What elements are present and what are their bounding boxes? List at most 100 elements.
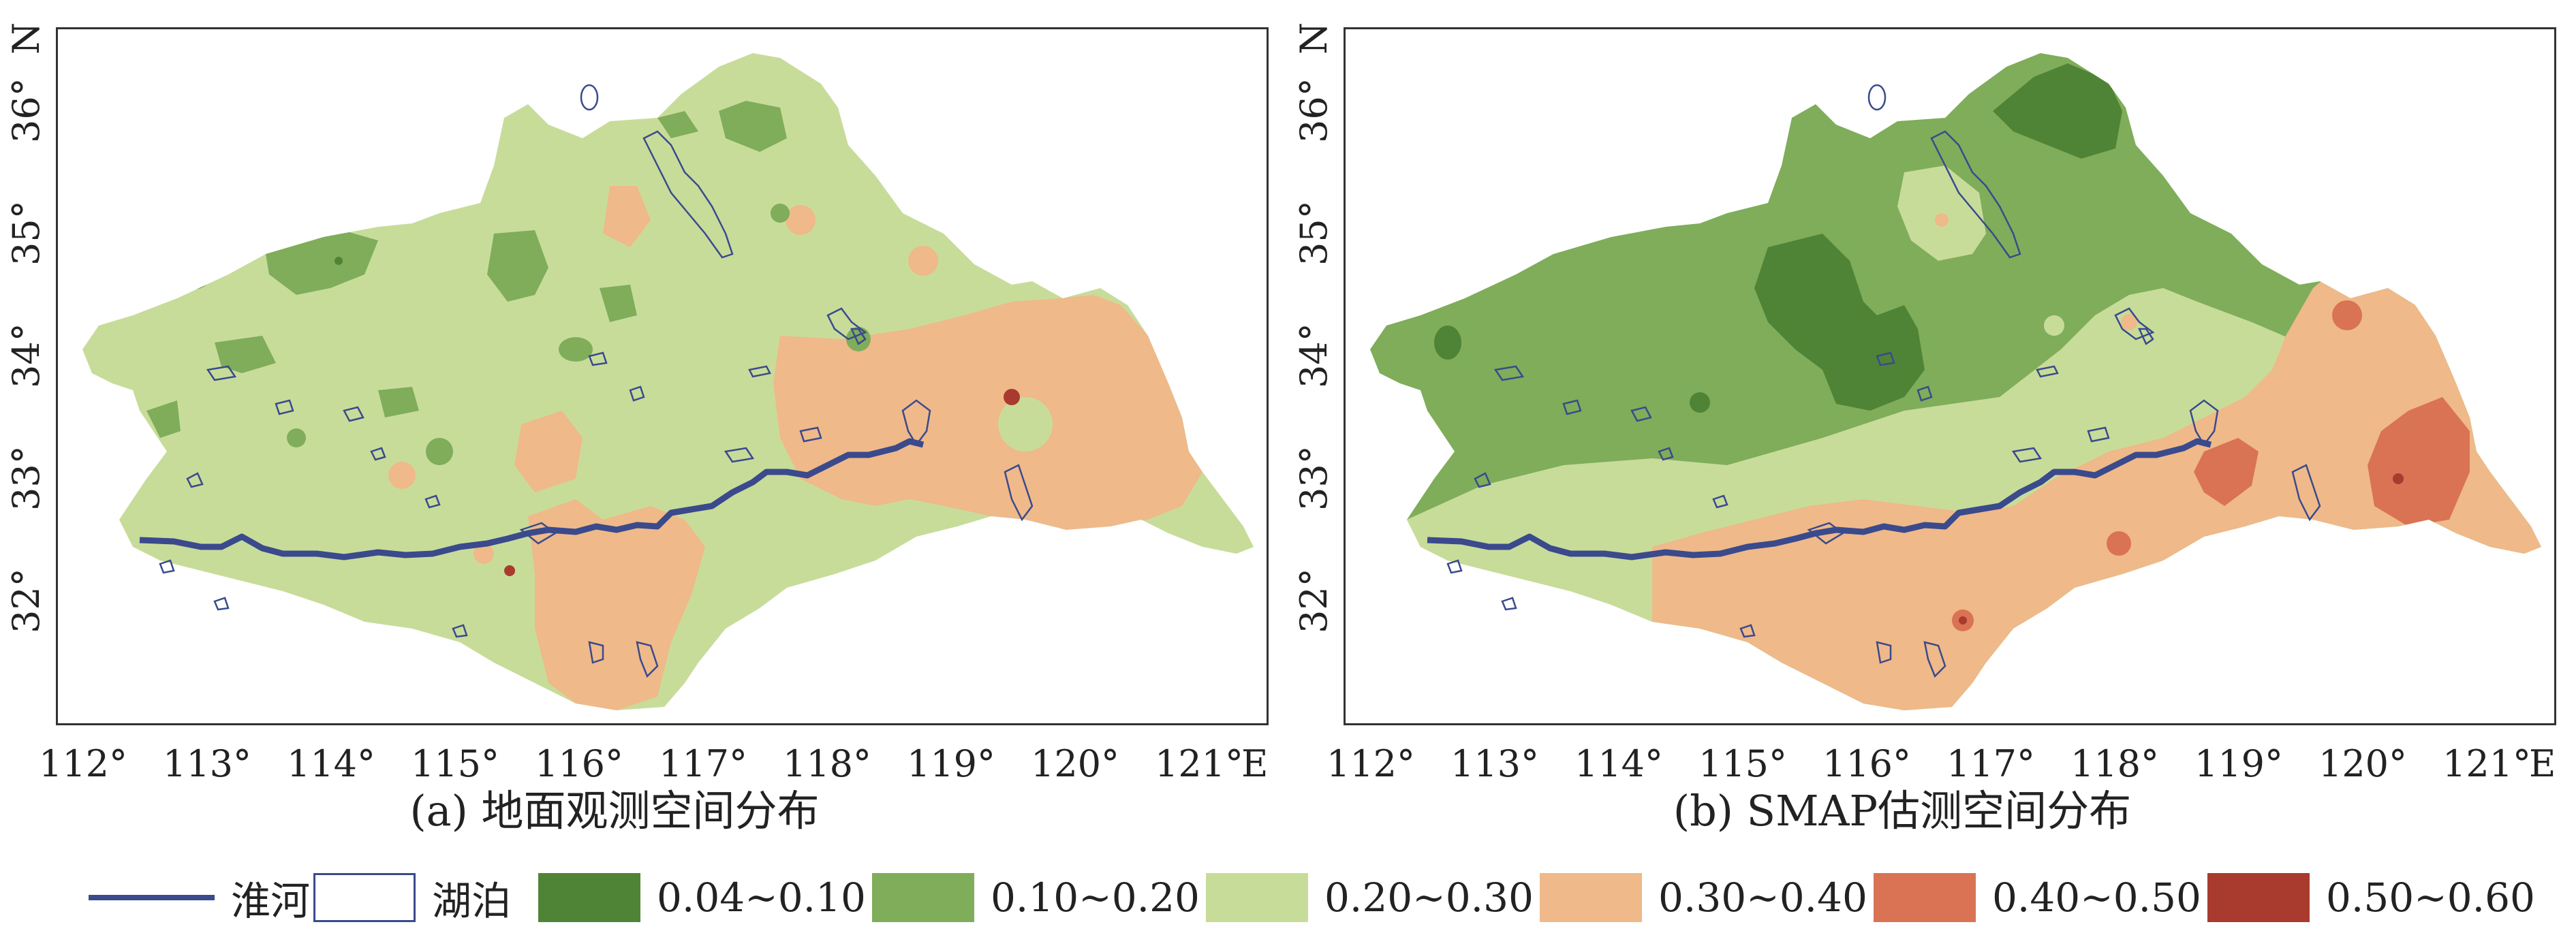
lake-outline [186,472,204,488]
moisture-zone [487,230,548,302]
legend-label: 0.50~0.60 [2326,874,2535,921]
moisture-zone [1652,254,2541,710]
legend-item-river: 淮河 [89,870,310,925]
lake-outline [159,559,175,574]
y-axis-letter: N [5,22,48,54]
lake-outline [1474,472,1491,488]
moisture-zone [146,400,181,438]
moisture-zone [177,259,211,289]
lake-outline [452,624,468,638]
lake-swatch-icon [313,873,416,922]
lake-outline [901,399,931,447]
river-line-icon [89,895,215,900]
moisture-zone [528,499,705,710]
lake-outline [343,406,364,422]
x-tick-label: 114° [286,742,376,785]
map-b-svg [1370,53,2541,710]
moisture-zone [287,428,306,447]
x-tick-label: 121° [1154,742,1244,785]
caption-panel-b: (b) SMAP估测空间分布 [1673,786,2132,836]
legend-swatch [1874,873,1976,922]
moisture-zone [603,186,651,247]
moisture-zone [1959,616,1967,624]
y-tick-label: 36° [5,78,48,143]
legend-item-class: 0.50~0.60 [2207,870,2535,925]
basin-outline [82,53,1254,710]
moisture-zone [2107,531,2131,556]
moisture-zone [1754,234,1925,411]
moisture-zone [474,543,494,564]
moisture-zone [786,205,816,235]
lake-outline [1446,559,1463,574]
x-tick-label: 115° [1698,742,1788,785]
moisture-zone [426,438,453,465]
lake-outline [748,365,771,378]
lake-outline [2189,399,2219,447]
lake-outline [724,447,755,463]
y-tick-label: 32° [5,568,48,633]
moisture-zone [514,411,583,492]
lake-outline [1658,447,1674,461]
moisture-zone [378,387,419,417]
moisture-zone [2332,300,2362,330]
x-tick-label: 116° [534,742,624,785]
lake-outline [2011,447,2043,463]
y-tick-label: 36° [1292,78,1335,143]
moisture-zone [1935,213,1949,227]
legend-item-class: 0.40~0.50 [1874,870,2201,925]
legend-item-class: 0.04~0.10 [538,870,866,925]
moisture-zone [504,565,515,576]
moisture-zone [2121,314,2137,330]
lake-outline [636,641,659,678]
lake-outline [1630,406,1652,422]
y-axis-letter: N [1292,22,1335,54]
lake-outline [588,641,604,664]
moisture-zone [2194,438,2259,506]
legend-item-class: 0.30~0.40 [1540,870,1867,925]
x-tick-label: 117° [1946,742,2036,785]
lake-outline [213,597,230,611]
moisture-zone [998,397,1053,452]
lake-outline [629,385,645,402]
moisture-zone [1993,63,2122,159]
lake-outline [588,351,608,366]
legend-label: 0.30~0.40 [1658,874,1867,921]
moisture-zone [2368,397,2470,526]
lake-outline [1930,130,2021,259]
lake-outline [1876,641,1892,664]
legend-swatch [538,873,640,922]
moisture-zone [600,285,637,322]
lake-outline [424,494,441,509]
lake-outline [1004,464,1034,522]
map-a-svg [82,53,1254,710]
lake-outline [206,365,237,381]
legend-label: 0.40~0.50 [1992,874,2201,921]
y-tick-label: 35° [1292,200,1335,266]
moisture-zone [1690,392,1710,413]
y-tick-label: 34° [1292,323,1335,388]
x-tick-label: 120° [2318,742,2408,785]
lake-outline [1501,597,1517,611]
moisture-zone [719,101,787,152]
moisture-zone [773,295,1202,530]
legend-item-class: 0.20~0.30 [1206,870,1534,925]
x-tick-label: 119° [2194,742,2284,785]
legend-label: 0.20~0.30 [1324,874,1534,921]
moisture-zone [1434,326,1461,360]
lake-outline [2138,328,2154,345]
x-tick-label: 119° [906,742,996,785]
moisture-zone [559,337,593,362]
x-tick-label: 117° [658,742,748,785]
caption-panel-a: (a) 地面观测空间分布 [409,786,820,836]
lake-outline [275,399,294,415]
lake-outline [826,307,867,341]
moisture-zone [335,257,343,265]
x-tick-label: 112° [1326,742,1416,785]
legend: 淮河 湖泊 0.04~0.10 0.10~0.20 0.20~0.30 0.30… [89,870,2541,925]
legend-label: 0.04~0.10 [657,874,866,921]
moisture-zone [657,111,698,138]
huai-river [1427,438,2212,560]
x-axis-letter: E [2529,742,2556,785]
map-panel-b [1344,27,2556,725]
lake-outline [370,447,386,461]
